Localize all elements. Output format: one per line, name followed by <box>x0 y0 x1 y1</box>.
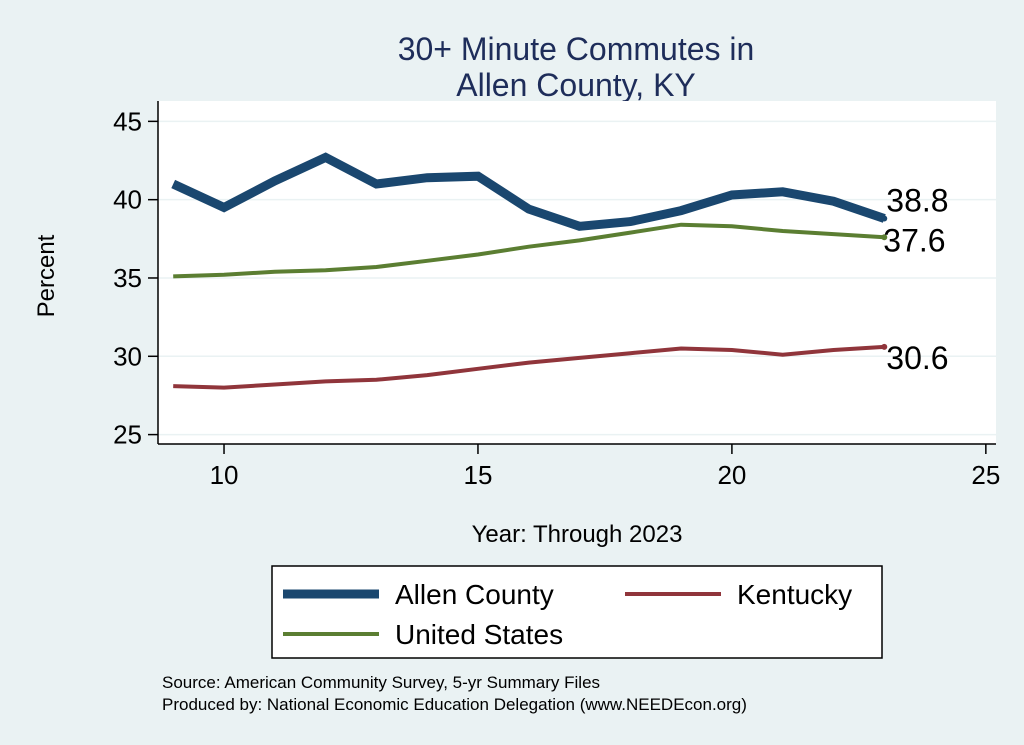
y-tick-label: 35 <box>113 263 142 293</box>
y-tick-label: 45 <box>113 106 142 136</box>
x-tick-label: 25 <box>971 460 1000 490</box>
end-labels: 38.8 37.6 30.6 <box>883 182 948 375</box>
y-tick-label: 40 <box>113 185 142 215</box>
series-line-united-states <box>173 222 885 279</box>
legend-label-kentucky: Kentucky <box>737 579 852 610</box>
x-tick-label: 15 <box>464 460 493 490</box>
legend-box <box>271 565 883 659</box>
legend: Allen County Kentucky United States <box>283 579 852 650</box>
end-label-kentucky: 30.6 <box>886 340 948 376</box>
x-tick-label: 20 <box>717 460 746 490</box>
series-line-allen-county <box>171 152 886 231</box>
produced-by-note: Produced by: National Economic Education… <box>162 695 747 714</box>
series-end-point <box>881 343 888 350</box>
x-tick-label: 10 <box>210 460 239 490</box>
y-tick-label: 25 <box>113 420 142 450</box>
source-note: Source: American Community Survey, 5-yr … <box>162 673 600 692</box>
series-end-point <box>881 215 888 222</box>
series-end-point <box>881 234 888 241</box>
series-lines <box>171 152 888 390</box>
legend-label-united-states: United States <box>395 619 563 650</box>
series-line-kentucky <box>173 344 885 390</box>
end-label-united-states: 37.6 <box>883 222 945 258</box>
end-label-allen-county: 38.8 <box>886 182 948 218</box>
y-axis-title: Percent <box>33 234 60 317</box>
x-axis-title: Year: Through 2023 <box>472 521 683 548</box>
axes: 25 30 35 40 45 10 15 20 25 <box>113 101 1000 490</box>
y-tick-label: 30 <box>113 341 142 371</box>
chart-title-line-1: 30+ Minute Commutes in <box>398 31 755 67</box>
chart-title-line-2: Allen County, KY <box>456 67 696 103</box>
legend-label-allen-county: Allen County <box>395 579 554 610</box>
